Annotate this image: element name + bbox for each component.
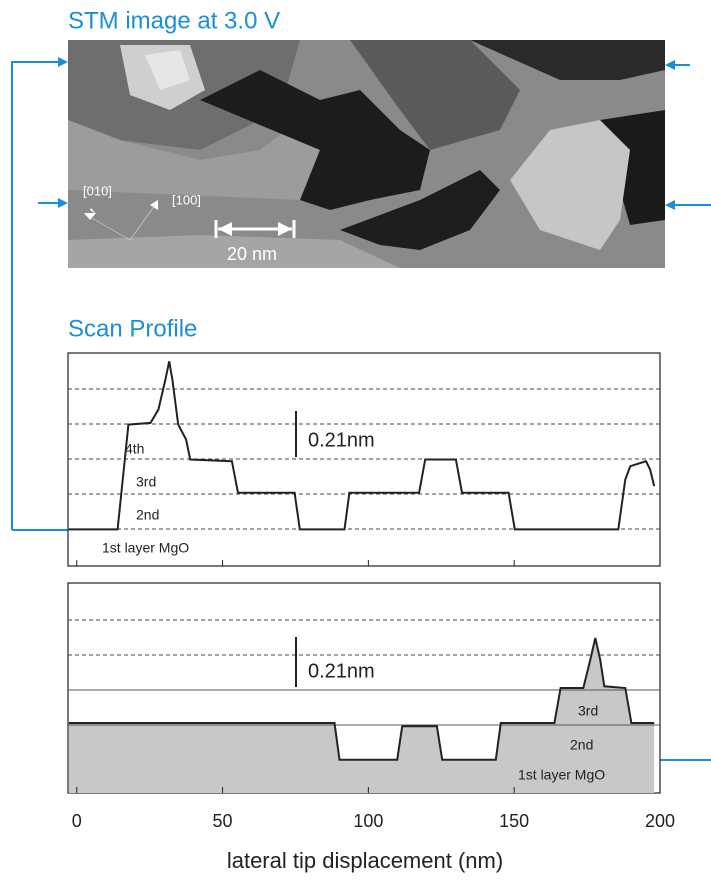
direction-label: [010] <box>83 183 112 198</box>
annotation: 2nd <box>570 737 593 753</box>
annotation: 0.21nm <box>308 429 375 451</box>
annotation: 1st layer MgO <box>518 767 605 783</box>
annotation: 1st layer MgO <box>102 540 189 556</box>
x-tick-label: 150 <box>499 811 529 831</box>
x-tick-label: 100 <box>353 811 383 831</box>
profile-line <box>68 361 656 531</box>
scan-markers <box>11 57 711 761</box>
profile-title: Scan Profile <box>68 315 197 342</box>
x-tick-label: 200 <box>645 811 675 831</box>
annotation: 2nd <box>136 507 159 523</box>
annotation: 3rd <box>136 474 156 490</box>
profile-line <box>68 637 655 761</box>
stm-image <box>68 40 665 268</box>
x-tick-label: 0 <box>72 811 82 831</box>
annotation: 0.21nm <box>308 660 375 682</box>
x-axis-label: lateral tip displacement (nm) <box>227 848 503 873</box>
profile-area <box>68 638 655 793</box>
direction-label: [100] <box>172 192 201 207</box>
x-tick-label: 50 <box>213 811 233 831</box>
image-title: STM image at 3.0 V <box>68 7 280 34</box>
annotation: 4th <box>125 441 144 457</box>
scale-bar-label: 20 nm <box>227 244 277 264</box>
annotation: 3rd <box>578 703 598 719</box>
